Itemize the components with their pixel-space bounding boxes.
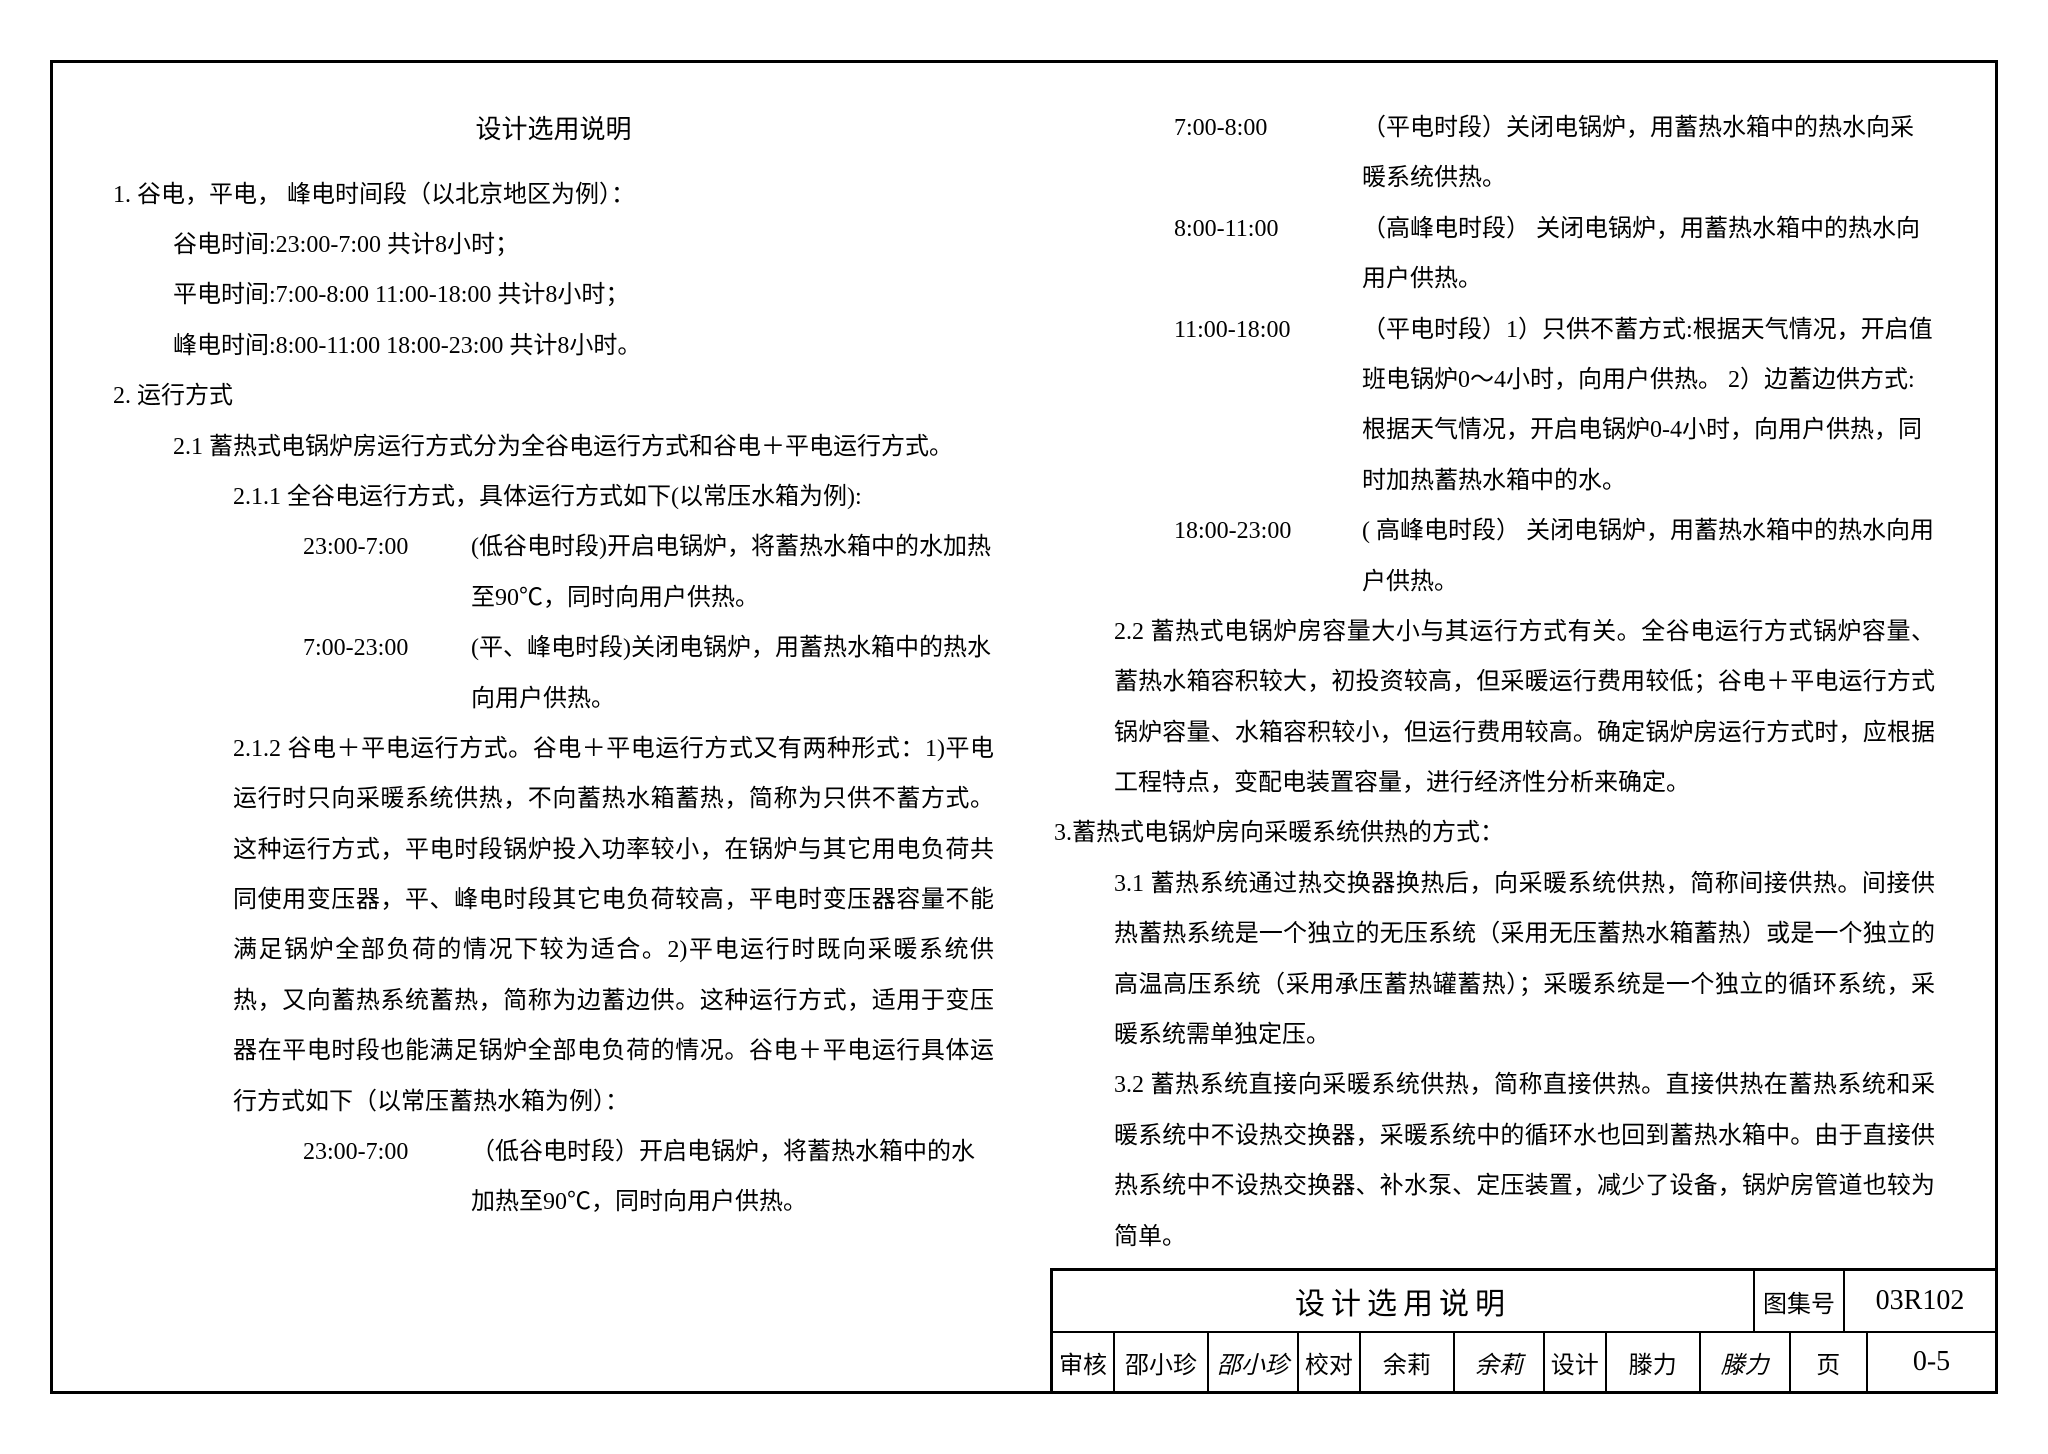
r3-text: （平电时段）1）只供不蓄方式:根据天气情况，开启值班电锅炉0～4小时，向用户供热… [1362,305,1935,507]
tb-review-sig: 邵小珍 [1209,1333,1299,1391]
time-row-2: 7:00-23:00 (平、峰电时段)关闭电锅炉，用蓄热水箱中的热水向用户供热。 [113,623,994,724]
time-3-label: 23:00-7:00 [303,1127,463,1228]
tb-design-name: 滕力 [1607,1333,1701,1391]
section-3-head: 3.蓄热式电锅炉房向采暖系统供热的方式： [1054,808,1935,858]
s1-line-2: 平电时间:7:00-8:00 11:00-18:00 共计8小时； [113,270,994,320]
section-1-head: 1. 谷电，平电， 峰电时间段（以北京地区为例）： [113,170,994,220]
tb-check-sig: 余莉 [1455,1333,1545,1391]
r4-label: 18:00-23:00 [1174,506,1354,607]
time-2-label: 7:00-23:00 [303,623,463,724]
section-2-1: 2.1 蓄热式电锅炉房运行方式分为全谷电运行方式和谷电＋平电运行方式。 [113,422,994,472]
doc-title: 设计选用说明 [113,103,994,158]
r-time-2: 8:00-11:00 （高峰电时段） 关闭电锅炉，用蓄热水箱中的热水向用户供热。 [1054,204,1935,305]
section-2-1-2: 2.1.2 谷电＋平电运行方式。谷电＋平电运行方式又有两种形式：1)平电运行时只… [113,724,994,1127]
tb-design-label: 设计 [1545,1333,1607,1391]
tb-check-label: 校对 [1299,1333,1361,1391]
s1-line-3: 峰电时间:8:00-11:00 18:00-23:00 共计8小时。 [113,321,994,371]
r4-text: ( 高峰电时段） 关闭电锅炉，用蓄热水箱中的热水向用户供热。 [1362,506,1935,607]
tb-set-no: 03R102 [1845,1271,1995,1331]
s1-line-1: 谷电时间:23:00-7:00 共计8小时； [113,220,994,270]
tb-main-title: 设计选用说明 [1053,1271,1755,1331]
section-3-2: 3.2 蓄热系统直接向采暖系统供热，简称直接供热。直接供热在蓄热系统和采暖系统中… [1054,1060,1935,1262]
section-2-head: 2. 运行方式 [113,371,994,421]
time-row-3: 23:00-7:00 （低谷电时段）开启电锅炉，将蓄热水箱中的水加热至90℃，同… [113,1127,994,1228]
title-block-row-1: 设计选用说明 图集号 03R102 [1053,1271,1995,1331]
tb-page-no: 0-5 [1868,1333,1995,1391]
time-1-label: 23:00-7:00 [303,522,463,623]
time-row-1: 23:00-7:00 (低谷电时段)开启电锅炉，将蓄热水箱中的水加热至90℃，同… [113,522,994,623]
page-frame: 设计选用说明 1. 谷电，平电， 峰电时间段（以北京地区为例）： 谷电时间:23… [50,60,1998,1394]
section-2-1-1: 2.1.1 全谷电运行方式，具体运行方式如下(以常压水箱为例): [113,472,994,522]
tb-review-label: 审核 [1053,1333,1115,1391]
title-block: 设计选用说明 图集号 03R102 审核 邵小珍 邵小珍 校对 余莉 余莉 设计… [1050,1268,1995,1391]
tb-page-label: 页 [1791,1333,1868,1391]
section-2-2: 2.2 蓄热式电锅炉房容量大小与其运行方式有关。全谷电运行方式锅炉容量、蓄热水箱… [1054,607,1935,809]
left-column: 设计选用说明 1. 谷电，平电， 峰电时间段（以北京地区为例）： 谷电时间:23… [113,103,994,1251]
r3-label: 11:00-18:00 [1174,305,1354,507]
time-3-text: （低谷电时段）开启电锅炉，将蓄热水箱中的水加热至90℃，同时向用户供热。 [471,1127,994,1228]
tb-review-name: 邵小珍 [1115,1333,1209,1391]
right-column: 7:00-8:00 （平电时段）关闭电锅炉，用蓄热水箱中的热水向采暖系统供热。 … [1054,103,1935,1251]
content-area: 设计选用说明 1. 谷电，平电， 峰电时间段（以北京地区为例）： 谷电时间:23… [113,103,1935,1251]
tb-set-label: 图集号 [1755,1271,1845,1331]
title-block-row-2: 审核 邵小珍 邵小珍 校对 余莉 余莉 设计 滕力 滕力 页 0-5 [1053,1331,1995,1391]
tb-check-name: 余莉 [1361,1333,1455,1391]
r-time-1: 7:00-8:00 （平电时段）关闭电锅炉，用蓄热水箱中的热水向采暖系统供热。 [1054,103,1935,204]
r1-label: 7:00-8:00 [1174,103,1354,204]
section-3-1: 3.1 蓄热系统通过热交换器换热后，向采暖系统供热，简称间接供热。间接供热蓄热系… [1054,859,1935,1061]
r2-label: 8:00-11:00 [1174,204,1354,305]
r-time-4: 18:00-23:00 ( 高峰电时段） 关闭电锅炉，用蓄热水箱中的热水向用户供… [1054,506,1935,607]
time-1-text: (低谷电时段)开启电锅炉，将蓄热水箱中的水加热至90℃，同时向用户供热。 [471,522,994,623]
r1-text: （平电时段）关闭电锅炉，用蓄热水箱中的热水向采暖系统供热。 [1362,103,1935,204]
r-time-3: 11:00-18:00 （平电时段）1）只供不蓄方式:根据天气情况，开启值班电锅… [1054,305,1935,507]
time-2-text: (平、峰电时段)关闭电锅炉，用蓄热水箱中的热水向用户供热。 [471,623,994,724]
tb-design-sig: 滕力 [1701,1333,1791,1391]
r2-text: （高峰电时段） 关闭电锅炉，用蓄热水箱中的热水向用户供热。 [1362,204,1935,305]
